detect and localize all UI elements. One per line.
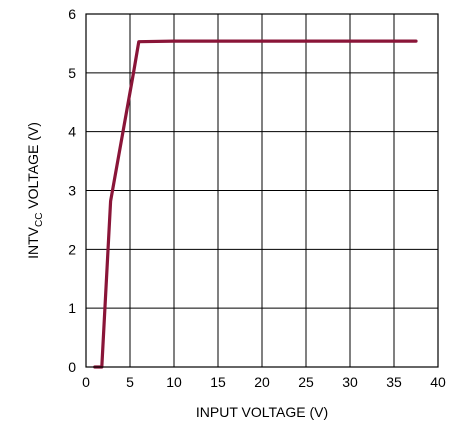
series-line bbox=[93, 39, 418, 369]
y-tick-label: 4 bbox=[68, 124, 76, 140]
x-axis-title: INPUT VOLTAGE (V) bbox=[196, 404, 328, 420]
y-axis-title-suffix: VOLTAGE (V) bbox=[25, 122, 41, 213]
x-tick-label: 35 bbox=[386, 374, 402, 390]
plot-frame bbox=[85, 13, 439, 368]
x-tick-label: 5 bbox=[126, 374, 134, 390]
y-tick-label: 0 bbox=[68, 359, 76, 375]
y-axis-title: INTVCC VOLTAGE (V) bbox=[25, 122, 45, 259]
x-tick-label: 20 bbox=[254, 374, 270, 390]
grid-lines bbox=[86, 14, 438, 367]
x-tick-label: 25 bbox=[298, 374, 314, 390]
y-tick-label: 1 bbox=[68, 300, 76, 316]
y-tick-label: 2 bbox=[68, 241, 76, 257]
x-tick-labels: 0 5 10 15 20 25 30 35 40 bbox=[82, 374, 446, 390]
y-tick-labels: 0 1 2 3 4 5 6 bbox=[68, 6, 76, 375]
x-tick-label: 30 bbox=[342, 374, 358, 390]
y-tick-label: 6 bbox=[68, 6, 76, 22]
y-axis-title-prefix: INTV bbox=[25, 226, 41, 259]
x-tick-label: 10 bbox=[166, 374, 182, 390]
series-layer bbox=[93, 39, 418, 369]
y-tick-label: 3 bbox=[68, 183, 76, 199]
x-tick-label: 0 bbox=[82, 374, 90, 390]
x-tick-label: 40 bbox=[430, 374, 446, 390]
y-tick-label: 5 bbox=[68, 65, 76, 81]
x-tick-label: 15 bbox=[210, 374, 226, 390]
y-axis-title-subscript: CC bbox=[34, 213, 45, 227]
